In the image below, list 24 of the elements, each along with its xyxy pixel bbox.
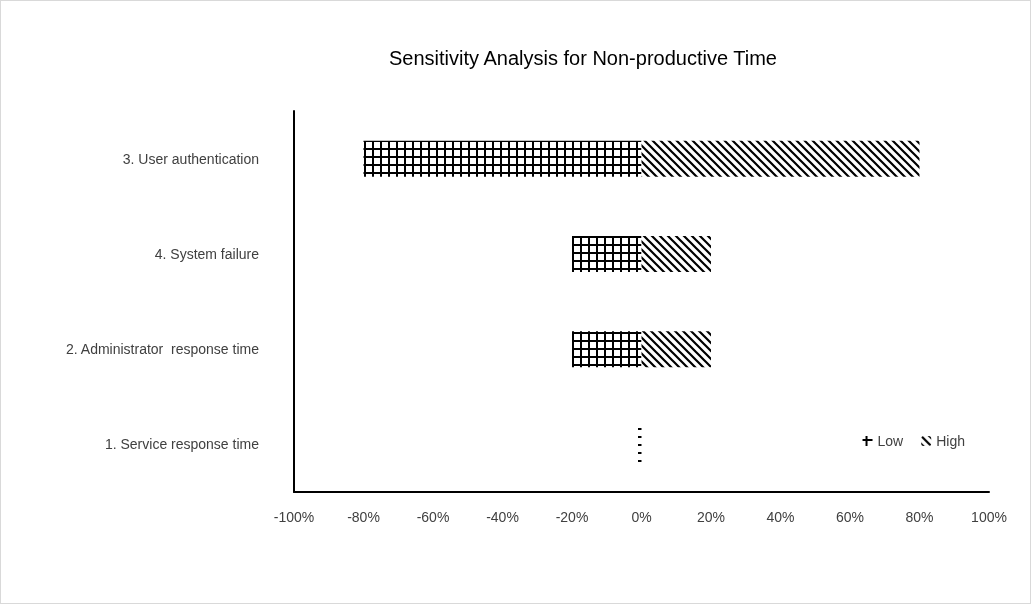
bar	[641, 235, 711, 272]
x-tick-label: -40%	[486, 509, 519, 525]
legend-label: High	[936, 433, 965, 449]
y-tick-label: 4. System failure	[154, 245, 260, 262]
x-tick-label: 0%	[631, 509, 652, 525]
x-tick-label: -100%	[273, 509, 315, 525]
bar	[572, 331, 642, 368]
x-tick-label: -80%	[347, 509, 380, 525]
y-tick-label: 2. Administrator response time	[66, 341, 260, 358]
x-tick-label: 20%	[696, 509, 726, 525]
x-tick-label: 40%	[766, 509, 795, 525]
x-tick-label: 60%	[835, 509, 865, 525]
bar	[363, 140, 642, 177]
x-tick-label: -20%	[555, 509, 589, 525]
y-tick-label: 3. User authentication	[122, 150, 259, 167]
x-tick-label: 80%	[905, 509, 934, 525]
bar	[641, 140, 920, 177]
x-tick-label: -60%	[416, 509, 450, 525]
chart-title: Sensitivity Analysis for Non-productive Time	[389, 47, 777, 69]
bar	[572, 235, 642, 272]
x-tick-label: 100%	[971, 509, 1007, 525]
bar	[641, 331, 711, 368]
y-tick-label: 1. Service response time	[104, 436, 260, 453]
legend-label: Low	[877, 433, 905, 449]
